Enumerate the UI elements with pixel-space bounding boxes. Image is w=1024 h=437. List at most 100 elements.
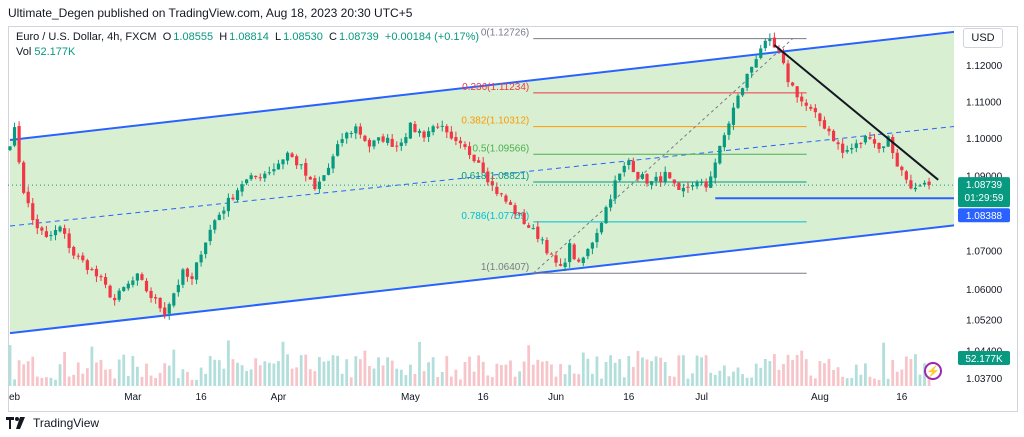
candle-body — [868, 137, 872, 139]
candle-body — [240, 184, 244, 192]
high-value: 1.08814 — [229, 31, 269, 43]
volume-bar — [704, 355, 708, 386]
volume-bar — [513, 376, 517, 386]
volume-bar — [463, 361, 467, 386]
volume-bar — [686, 378, 690, 386]
volume-bar — [563, 374, 567, 386]
candle-body — [695, 182, 699, 187]
volume-bar — [154, 377, 157, 386]
candle-body — [267, 172, 271, 174]
candlesticks[interactable] — [8, 32, 931, 320]
footer-brand[interactable]: TradingView — [6, 414, 99, 432]
candle-body — [22, 162, 26, 193]
candle-body — [440, 125, 444, 127]
volume-bar — [591, 373, 594, 386]
symbol-name: Euro / U.S. Dollar, 4h, FXCM — [16, 31, 157, 43]
volume-bar — [190, 379, 194, 386]
candle-body — [367, 139, 372, 147]
candle-body — [609, 199, 613, 208]
candle-body — [795, 86, 799, 98]
volume-bar — [659, 357, 663, 386]
drawn-trendlines[interactable] — [8, 44, 954, 200]
time-tick-label: Aug — [811, 392, 829, 403]
time-tick-label: Apr — [271, 392, 287, 403]
candle-body — [554, 255, 558, 263]
volume-bar — [149, 375, 153, 386]
volume-bar — [249, 369, 253, 386]
volume-bar — [622, 377, 626, 386]
volume-bar — [258, 365, 262, 386]
volume-bar — [836, 367, 840, 386]
volume-bar — [813, 378, 817, 386]
candle-body — [404, 137, 408, 144]
volume-bar — [158, 372, 162, 386]
volume-bar — [645, 359, 649, 386]
volume-bar — [136, 366, 139, 386]
volume-bar — [195, 379, 198, 386]
currency-button[interactable]: USD — [963, 28, 1003, 48]
candle-body — [877, 142, 881, 149]
candle-body — [577, 259, 581, 262]
bolt-icon[interactable]: ⚡ — [924, 362, 942, 380]
price-chart[interactable]: 0(1.12726) 0.236(1.11234) 0.382(1.10312) 0.… — [8, 26, 1018, 412]
candle-body — [754, 59, 758, 68]
candle-body — [513, 205, 517, 214]
candle-body — [508, 202, 513, 205]
candle-body — [53, 229, 58, 236]
volume-bar — [413, 373, 417, 386]
volume-bar — [176, 378, 180, 386]
volume-bar — [40, 377, 44, 386]
downtrend-line — [773, 44, 939, 181]
volume-bar — [349, 377, 353, 386]
volume-bar — [217, 360, 221, 386]
candle-body — [590, 242, 594, 249]
time-tick-label: May — [401, 392, 420, 403]
volume-bar — [81, 373, 85, 386]
candle-body — [472, 154, 476, 162]
fib-retracement[interactable]: 0(1.12726) 0.236(1.11234) 0.382(1.10312) 0.… — [461, 28, 807, 274]
price-axis[interactable]: 1.12000 1.11000 1.10000 1.09000 1.07000 1.060… — [958, 61, 1010, 385]
candle-body — [727, 123, 731, 135]
fib-level-label: 0.618(1.08821) — [461, 171, 529, 182]
volume-bar — [800, 350, 804, 386]
vol-label: Vol — [16, 46, 32, 58]
volume-bar — [336, 355, 339, 386]
volume-bar — [377, 357, 380, 386]
candle-body — [531, 228, 535, 230]
channel-fill — [10, 31, 954, 334]
volume-bar — [245, 370, 248, 386]
tradingview-logo-icon — [6, 417, 25, 429]
volume-bar — [308, 369, 312, 386]
volume-bar — [386, 357, 390, 386]
volume-bar — [668, 375, 672, 386]
candle-body — [99, 276, 103, 278]
candle-body — [791, 82, 795, 86]
volume-bar — [595, 356, 599, 386]
volume-bar — [440, 372, 444, 386]
candle-body — [818, 113, 822, 122]
volume-bar — [850, 377, 854, 386]
candle-body — [445, 126, 449, 133]
candle-body — [154, 297, 158, 299]
candle-body — [918, 185, 922, 187]
volume-bar — [545, 360, 549, 386]
volume-bar — [909, 359, 913, 386]
volume-bar — [882, 342, 885, 386]
candle-body — [135, 273, 139, 281]
volume-bar — [345, 359, 349, 386]
volume-bar — [845, 378, 849, 386]
volume-bar — [631, 366, 635, 386]
candle-body — [672, 179, 676, 184]
volume-bar — [877, 379, 881, 386]
candle-body — [458, 140, 463, 144]
support-price-label: 1.08388 — [966, 211, 1003, 222]
candle-body — [549, 253, 554, 255]
volume-bar — [172, 349, 176, 386]
volume-bar — [31, 356, 35, 386]
volume-bar — [745, 377, 749, 386]
volume-bar — [431, 357, 435, 386]
candle-body — [231, 197, 235, 200]
volume-bar — [67, 376, 71, 386]
volume-bar — [741, 374, 744, 386]
time-axis[interactable]: eb Mar 16 Apr May 16 Jun 16 Jul Aug 16 — [9, 392, 908, 403]
